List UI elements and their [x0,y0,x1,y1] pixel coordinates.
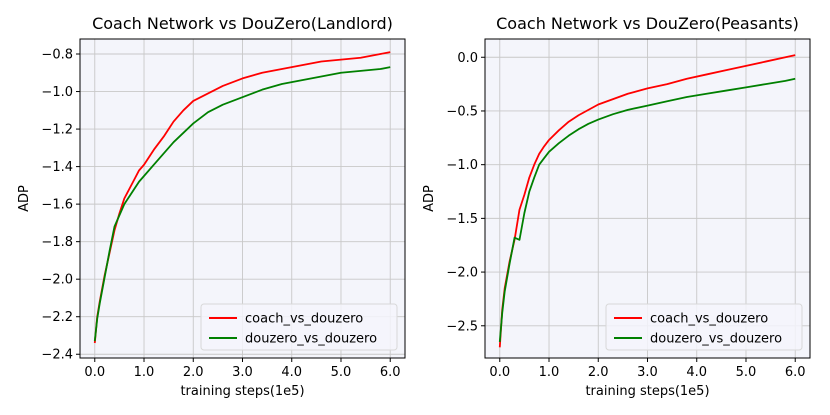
y-tick-label: −1.0 [446,158,478,173]
y-tick-label: −2.0 [41,273,73,288]
chart-title: Coach Network vs DouZero(Landlord) [92,14,393,33]
chart-title: Coach Network vs DouZero(Peasants) [496,14,799,33]
y-tick-label: −1.5 [446,212,478,227]
series-line-douzero_vs_douzero [93,66,391,342]
x-tick-label: 1.0 [134,365,155,380]
x-tick-label: 5.0 [736,365,757,380]
x-tick-label: 0.0 [489,365,510,380]
x-tick-label: 3.0 [232,365,253,380]
y-tick-label: −1.4 [41,160,73,175]
legend-label: douzero_vs_douzero [245,332,377,347]
y-tick-label: −0.5 [446,104,478,119]
x-axis-label: training steps(1e5) [585,384,709,399]
y-axis-label: ADP [422,185,437,212]
y-tick-label: −2.5 [446,319,478,334]
x-tick-label: 4.0 [686,365,707,380]
y-tick-label: −1.2 [41,123,73,138]
legend-box [605,303,803,351]
y-tick-label: 0.0 [457,51,478,66]
y-tick-label: −2.4 [41,348,73,363]
y-axis-label: ADP [17,185,32,212]
x-axis-label: training steps(1e5) [180,384,304,399]
x-tick-label: 3.0 [637,365,658,380]
x-tick-label: 0.0 [84,365,105,380]
x-tick-label: 4.0 [281,365,302,380]
legend: coach_vs_douzero douzero_vs_douzero [200,303,398,351]
y-tick-label: −2.0 [446,266,478,281]
y-tick-label: −1.0 [41,85,73,100]
x-tick-label: 6.0 [380,365,401,380]
y-tick-label: −2.2 [41,310,73,325]
x-tick-label: 2.0 [588,365,609,380]
y-tick-label: −1.8 [41,235,73,250]
x-tick-label: 6.0 [785,365,806,380]
legend: coach_vs_douzero douzero_vs_douzero [605,303,803,351]
legend-box [200,303,398,351]
legend-label: coach_vs_douzero [245,312,363,327]
x-tick-label: 5.0 [331,365,352,380]
y-tick-label: −0.8 [41,48,73,63]
x-tick-label: 1.0 [539,365,560,380]
legend-label: douzero_vs_douzero [650,332,782,347]
x-tick-label: 2.0 [183,365,204,380]
chart-peasants: 0.0 1.0 2.0 3.0 4.0 5.0 6.0 −2.5 −2.0 −1.5 −1.0 −0.… [422,14,811,399]
legend-label: coach_vs_douzero [650,312,768,327]
series-line-douzero_vs_douzero [498,77,796,342]
y-tick-label: −1.6 [41,198,73,213]
chart-landlord: 0.0 1.0 2.0 3.0 4.0 5.0 6.0 −2.4 −2.2 −2.0 −1.8 −1.… [17,14,406,399]
series-line-coach_vs_douzero [498,54,796,348]
